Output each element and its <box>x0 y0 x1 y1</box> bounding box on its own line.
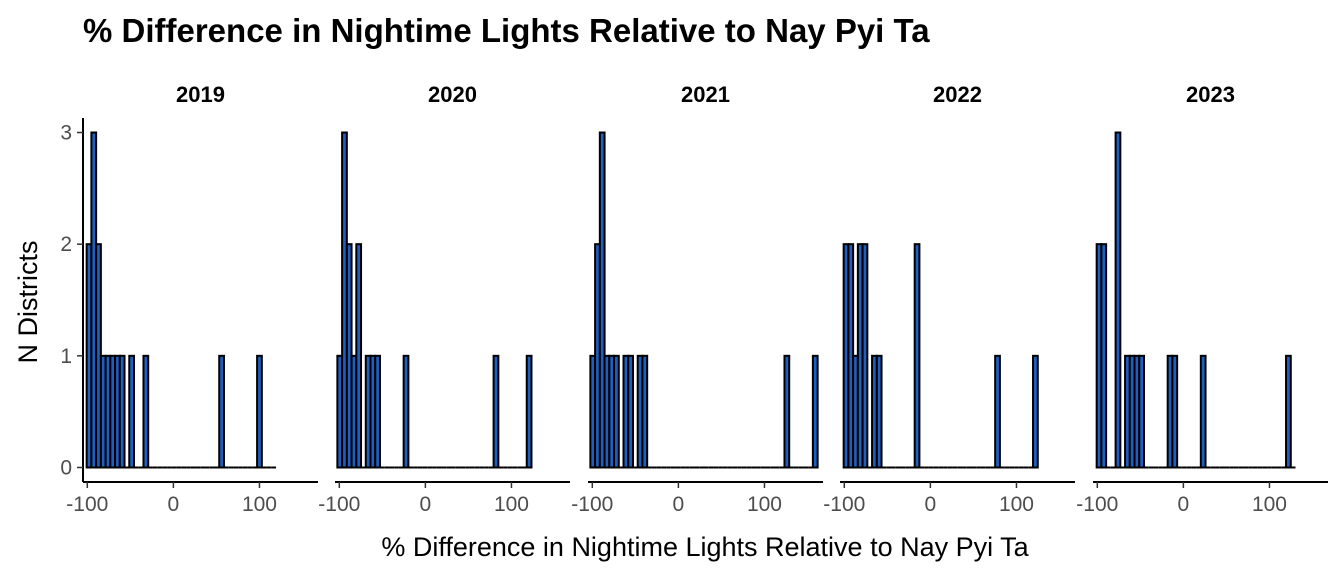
histogram-bar <box>128 354 136 469</box>
histogram-bar <box>1285 354 1292 469</box>
histogram-bar <box>218 354 225 469</box>
panel-2019: 2019 -100 0 100 0 1 2 3 <box>60 82 318 516</box>
histogram-bar <box>598 131 606 469</box>
x-tick-label: 100 <box>242 493 277 516</box>
histogram-bar <box>1171 354 1179 469</box>
x-axis-title: % Difference in Nightime Lights Relative… <box>381 532 1029 562</box>
histogram-bar <box>627 354 634 469</box>
histogram-bar <box>525 354 533 469</box>
x-tick-label: -100 <box>318 493 360 516</box>
facet-label-2020: 2020 <box>428 82 477 107</box>
chart-title: % Difference in Nightime Lights Relative… <box>83 12 930 49</box>
x-tick-label: 100 <box>494 493 529 516</box>
y-axis-title: N Districts <box>13 241 43 364</box>
histogram-bar <box>142 354 150 469</box>
histogram-bar <box>402 354 410 469</box>
histogram-bar <box>118 354 126 469</box>
x-tick-label: 0 <box>673 493 685 516</box>
facet-label-2022: 2022 <box>933 82 982 107</box>
panel-2020: 2020 -100 0 100 <box>318 82 570 516</box>
y-tick-label: 3 <box>60 122 72 145</box>
facet-label-2023: 2023 <box>1186 82 1235 107</box>
histogram-bar <box>1138 354 1146 469</box>
histogram-bar <box>913 243 921 469</box>
x-tick-label: 0 <box>1178 493 1190 516</box>
y-tick-label: 2 <box>60 233 72 256</box>
histogram-bar <box>256 354 263 469</box>
histogram-bar <box>783 354 791 469</box>
x-tick-label: -100 <box>823 493 865 516</box>
panel-2022: 2022 -100 0 100 <box>823 82 1075 516</box>
histogram-bar <box>355 243 363 469</box>
facet-label-2021: 2021 <box>681 82 730 107</box>
histogram-bar <box>875 354 883 469</box>
panels-group: 2019 -100 0 100 0 1 2 3 2020 -100 0 100 2021 -100 0 100… <box>60 82 1328 516</box>
x-tick-label: -100 <box>66 493 108 516</box>
histogram-bar <box>994 354 1001 469</box>
x-tick-label: 0 <box>420 493 432 516</box>
x-tick-label: 100 <box>999 493 1034 516</box>
y-tick-label: 1 <box>60 345 72 368</box>
histogram-bar <box>492 354 500 469</box>
histogram-bar <box>374 354 381 469</box>
histogram-bar <box>641 354 649 469</box>
histogram-bar <box>861 243 869 469</box>
x-tick-label: 100 <box>1252 493 1287 516</box>
histogram-bar <box>1114 131 1122 469</box>
panel-2023: 2023 -100 0 100 <box>1076 82 1328 516</box>
x-tick-label: 0 <box>168 493 180 516</box>
x-tick-label: -100 <box>571 493 613 516</box>
x-tick-label: -100 <box>1076 493 1118 516</box>
histogram-bar <box>1100 243 1108 469</box>
histogram-bar <box>811 354 819 469</box>
histogram-bar <box>1199 354 1207 469</box>
x-tick-label: 100 <box>747 493 782 516</box>
panel-2021: 2021 -100 0 100 <box>571 82 823 516</box>
facet-label-2019: 2019 <box>176 82 225 107</box>
x-tick-label: 0 <box>925 493 937 516</box>
y-tick-label: 0 <box>60 456 72 479</box>
histogram-bar <box>1032 354 1039 469</box>
histogram-bar <box>613 354 620 469</box>
